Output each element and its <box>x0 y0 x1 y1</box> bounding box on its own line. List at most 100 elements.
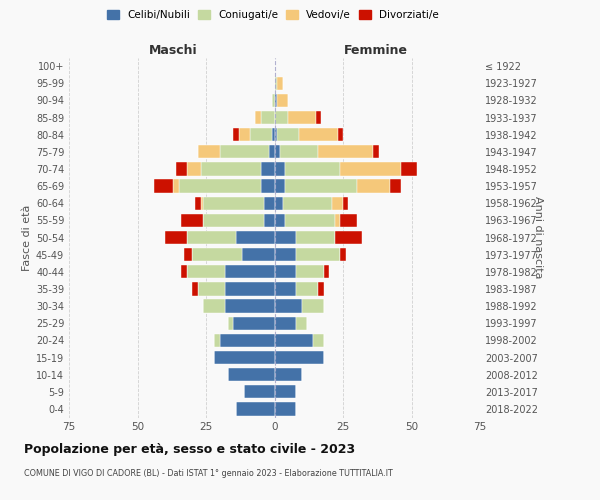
Bar <box>233 128 239 141</box>
Bar <box>250 128 272 141</box>
Legend: Celibi/Nubili, Coniugati/e, Vedovi/e, Divorziati/e: Celibi/Nubili, Coniugati/e, Vedovi/e, Di… <box>105 8 441 22</box>
Bar <box>269 145 275 158</box>
Bar <box>286 214 335 227</box>
Bar <box>275 316 296 330</box>
Bar <box>239 128 250 141</box>
Bar <box>225 300 275 313</box>
Text: Femmine: Femmine <box>344 44 408 58</box>
Bar <box>275 128 277 141</box>
Bar <box>275 214 286 227</box>
Bar <box>356 180 389 193</box>
Bar <box>296 316 307 330</box>
Bar <box>277 128 299 141</box>
Bar <box>288 111 316 124</box>
Bar <box>184 248 193 262</box>
Bar <box>220 334 275 347</box>
Bar <box>319 145 373 158</box>
Bar <box>302 300 324 313</box>
Bar <box>195 196 200 210</box>
Bar <box>296 282 319 296</box>
Bar <box>220 145 269 158</box>
Bar <box>343 196 349 210</box>
Bar <box>319 282 324 296</box>
Bar <box>340 162 401 175</box>
Bar <box>214 334 220 347</box>
Text: Popolazione per età, sesso e stato civile - 2023: Popolazione per età, sesso e stato civil… <box>24 442 355 456</box>
Bar <box>340 248 346 262</box>
Bar <box>242 248 275 262</box>
Bar <box>299 128 338 141</box>
Bar <box>296 248 340 262</box>
Bar <box>296 231 335 244</box>
Bar <box>275 231 296 244</box>
Bar <box>275 402 296 415</box>
Bar <box>261 111 275 124</box>
Bar <box>275 368 302 382</box>
Bar <box>256 111 261 124</box>
Bar <box>275 334 313 347</box>
Bar <box>335 231 362 244</box>
Text: COMUNE DI VIGO DI CADORE (BL) - Dati ISTAT 1° gennaio 2023 - Elaborazione TUTTIT: COMUNE DI VIGO DI CADORE (BL) - Dati IST… <box>24 469 393 478</box>
Bar <box>198 145 220 158</box>
Bar <box>286 162 340 175</box>
Bar <box>280 145 319 158</box>
Bar <box>179 180 261 193</box>
Bar <box>228 316 233 330</box>
Bar <box>275 265 296 278</box>
Bar <box>200 162 261 175</box>
Bar <box>275 162 286 175</box>
Bar <box>200 196 203 210</box>
Bar <box>389 180 401 193</box>
Text: Maschi: Maschi <box>149 44 197 58</box>
Bar <box>187 265 225 278</box>
Bar <box>275 300 302 313</box>
Bar <box>272 94 275 107</box>
Bar <box>313 334 324 347</box>
Bar <box>296 265 324 278</box>
Bar <box>275 351 324 364</box>
Bar <box>225 265 275 278</box>
Bar <box>272 128 275 141</box>
Bar <box>275 145 280 158</box>
Bar <box>187 162 200 175</box>
Bar <box>193 282 198 296</box>
Bar <box>275 111 288 124</box>
Bar <box>203 214 263 227</box>
Bar <box>154 180 173 193</box>
Bar <box>275 196 283 210</box>
Bar <box>340 214 356 227</box>
Bar <box>165 231 187 244</box>
Bar <box>198 282 225 296</box>
Y-axis label: Anni di nascita: Anni di nascita <box>533 196 544 279</box>
Bar <box>324 265 329 278</box>
Bar <box>277 76 283 90</box>
Bar <box>261 162 275 175</box>
Bar <box>401 162 417 175</box>
Bar <box>338 128 343 141</box>
Bar <box>316 111 321 124</box>
Bar <box>275 180 286 193</box>
Bar <box>181 214 203 227</box>
Bar <box>228 368 275 382</box>
Bar <box>193 248 242 262</box>
Bar <box>203 196 263 210</box>
Bar <box>173 180 179 193</box>
Bar <box>203 300 225 313</box>
Bar <box>244 385 275 398</box>
Bar <box>214 351 275 364</box>
Y-axis label: Fasce di età: Fasce di età <box>22 204 32 270</box>
Bar <box>275 385 296 398</box>
Bar <box>332 196 343 210</box>
Bar <box>275 248 296 262</box>
Bar <box>335 214 340 227</box>
Bar <box>275 94 277 107</box>
Bar <box>263 214 275 227</box>
Bar <box>277 94 288 107</box>
Bar <box>236 231 275 244</box>
Bar <box>236 402 275 415</box>
Bar <box>275 282 296 296</box>
Bar <box>275 76 277 90</box>
Bar <box>283 196 332 210</box>
Bar <box>286 180 356 193</box>
Bar <box>261 180 275 193</box>
